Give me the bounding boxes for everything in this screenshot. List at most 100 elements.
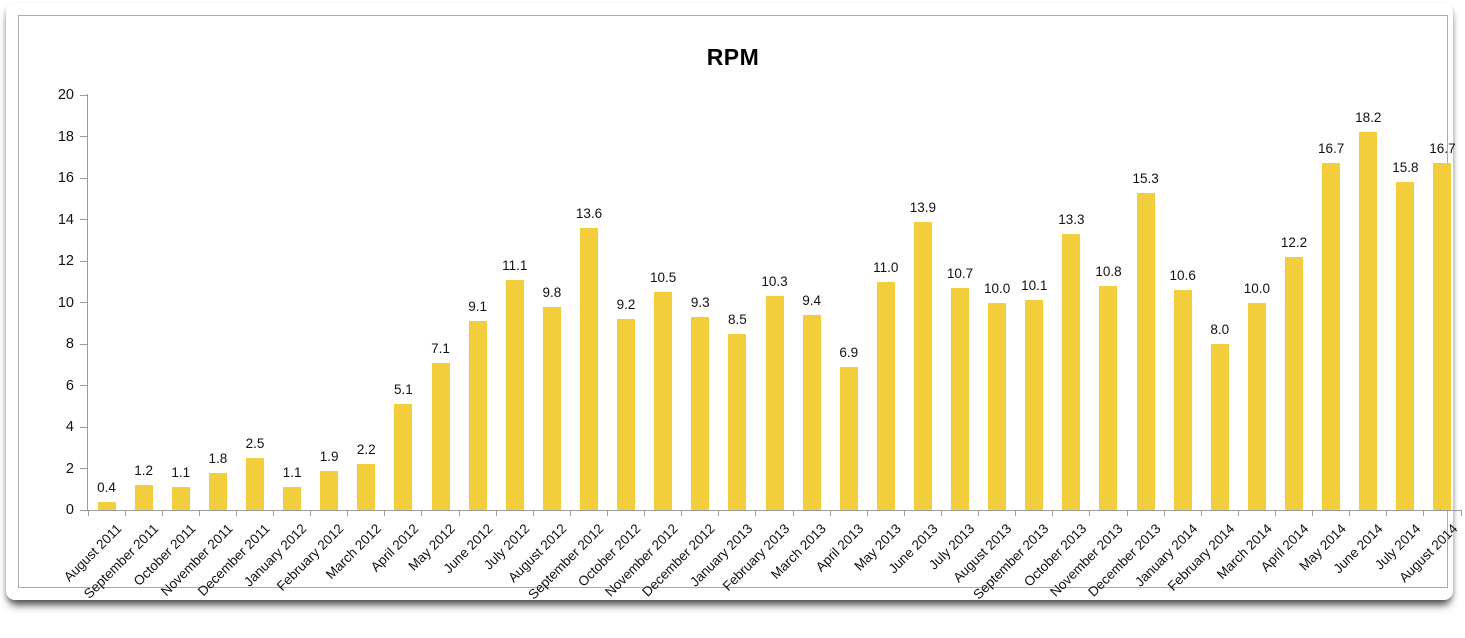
bar — [1285, 256, 1303, 510]
bar-value-label: 15.3 — [1132, 170, 1159, 186]
bar-value-label: 9.8 — [542, 284, 562, 300]
x-axis-tick — [1274, 510, 1276, 516]
bar — [876, 281, 895, 510]
bar — [728, 333, 747, 510]
bar-value-label: 13.3 — [1058, 212, 1085, 228]
x-axis-tick — [718, 510, 720, 516]
y-axis-line — [87, 94, 88, 511]
bar-value-label: 2.5 — [245, 436, 265, 452]
y-axis-tick — [80, 219, 87, 220]
x-axis-tick — [903, 510, 905, 516]
bar — [1247, 302, 1266, 510]
bar — [579, 227, 598, 510]
x-axis-tick — [607, 510, 608, 516]
bar — [1062, 234, 1081, 510]
x-axis-tick — [1163, 510, 1165, 516]
y-axis-label: 12 — [57, 253, 74, 269]
x-axis-tick — [1312, 510, 1314, 516]
bar — [1322, 163, 1341, 510]
x-axis-line — [87, 510, 1461, 511]
bar-value-label: 10.7 — [946, 265, 974, 281]
bar-value-label: 9.3 — [690, 295, 710, 311]
bar-value-label: 1.2 — [134, 463, 154, 479]
x-axis-tick — [384, 510, 386, 516]
x-axis-tick — [1460, 510, 1462, 516]
bar — [1173, 290, 1192, 510]
x-axis-tick — [458, 510, 460, 516]
bar — [1396, 182, 1415, 510]
chart-title: RPM — [706, 44, 760, 70]
x-axis-tick — [235, 510, 237, 516]
bar-value-label: 1.1 — [282, 465, 302, 481]
x-axis-tick — [644, 510, 646, 516]
bar-value-label: 1.9 — [319, 448, 339, 464]
x-axis-tick — [1349, 510, 1351, 516]
x-axis-tick — [198, 510, 200, 516]
bar — [802, 314, 821, 510]
y-axis-tick — [80, 177, 87, 179]
bar-value-label: 1.8 — [208, 450, 228, 466]
chart-frame-border: RPM 0 2 4 6 8 10 12 14 16 18 20 0.4 August 2011 1.2 Se… — [18, 15, 1462, 602]
bar-value-label: 9.1 — [468, 299, 488, 315]
bar — [431, 362, 450, 510]
bar — [97, 501, 116, 510]
bar-value-label: 13.9 — [909, 199, 937, 215]
x-axis-tick — [421, 510, 423, 516]
bar-value-label: 10.0 — [984, 280, 1011, 296]
bar-value-label: 15.8 — [1392, 160, 1419, 176]
bar — [394, 404, 413, 510]
x-axis-tick — [681, 510, 683, 516]
x-axis-tick — [347, 510, 349, 516]
y-axis-label: 6 — [65, 377, 74, 394]
x-axis-tick — [310, 510, 312, 516]
bar-value-label: 16.7 — [1317, 141, 1345, 157]
bar-value-label: 16.7 — [1429, 141, 1456, 157]
bar-value-label: 8.0 — [1210, 322, 1230, 337]
bar — [1099, 285, 1118, 510]
y-axis-tick — [80, 260, 87, 262]
bar-value-label: 5.1 — [394, 382, 413, 398]
x-axis-tick — [1089, 510, 1091, 516]
y-axis-label: 2 — [65, 460, 74, 477]
bar-value-label: 10.5 — [650, 270, 677, 286]
bar-value-label: 10.1 — [1021, 278, 1048, 294]
y-axis-tick — [80, 426, 87, 428]
bar — [357, 464, 376, 510]
bar-value-label: 0.4 — [97, 479, 116, 495]
x-axis-tick — [940, 510, 942, 516]
bar-value-label: 6.9 — [839, 344, 859, 360]
bar — [691, 317, 710, 510]
bar — [839, 366, 858, 510]
bar — [542, 306, 561, 510]
y-axis-tick — [80, 468, 87, 469]
y-axis-tick — [80, 94, 87, 96]
y-axis-label: 10 — [57, 294, 74, 311]
bar — [171, 487, 190, 510]
y-axis-tick — [80, 343, 87, 345]
bar — [208, 472, 227, 510]
y-axis-label: 8 — [65, 336, 74, 352]
bar — [468, 321, 487, 510]
y-axis-tick — [80, 136, 87, 137]
x-axis-tick — [87, 510, 89, 516]
y-axis-tick — [80, 302, 87, 303]
x-axis-tick — [569, 510, 571, 516]
bar — [320, 470, 339, 510]
y-axis-tick — [80, 385, 87, 386]
x-axis-tick — [792, 510, 794, 516]
bar — [654, 292, 673, 510]
x-axis-tick — [1423, 510, 1425, 516]
bar — [951, 287, 970, 510]
x-axis-tick — [161, 510, 163, 516]
x-axis-tick — [1015, 510, 1017, 516]
x-axis-tick — [1237, 510, 1239, 516]
x-axis-tick — [978, 510, 980, 516]
bar-value-label: 11.0 — [873, 259, 899, 275]
bar-value-label: 9.2 — [616, 297, 636, 313]
bar — [988, 302, 1007, 510]
bar-value-label: 10.3 — [761, 274, 788, 290]
bar — [134, 485, 153, 510]
bar — [245, 458, 264, 510]
bar — [1359, 132, 1378, 510]
x-axis-tick — [866, 510, 868, 516]
